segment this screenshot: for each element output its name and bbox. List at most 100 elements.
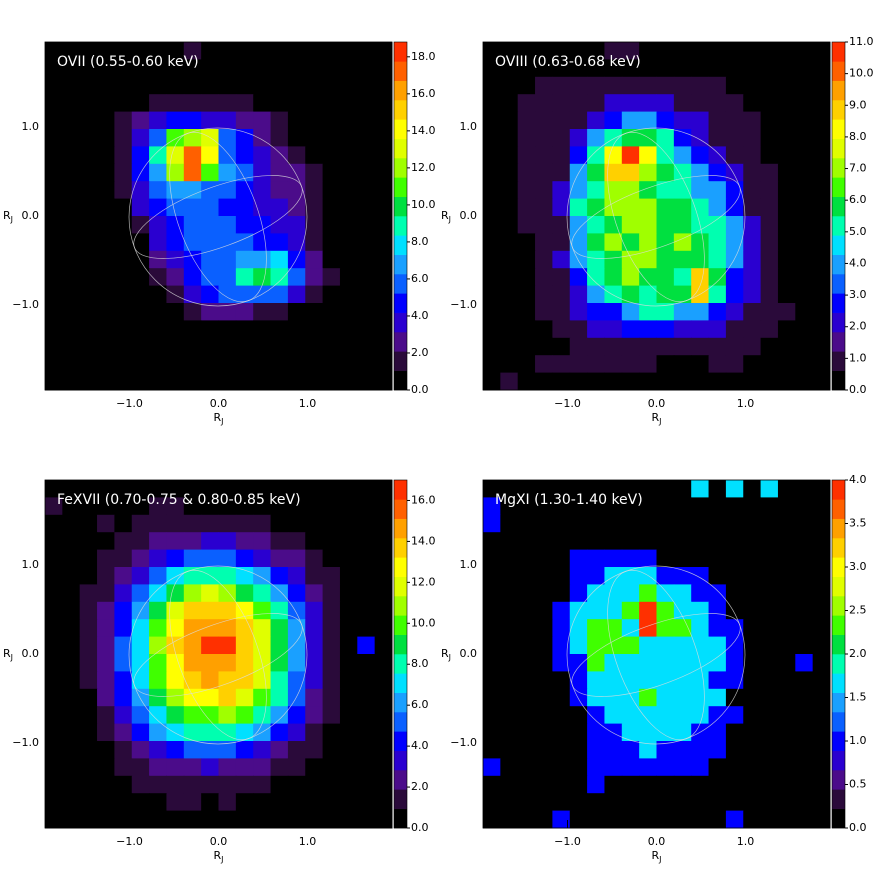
colorbar-band: [832, 119, 845, 139]
heatmap-cell: [357, 146, 376, 165]
heatmap-cell: [656, 775, 675, 794]
heatmap-cell: [305, 793, 324, 812]
heatmap-cell: [517, 216, 536, 234]
heatmap-cell: [149, 198, 167, 217]
heatmap-cell: [374, 810, 393, 829]
heatmap-cell: [322, 619, 341, 638]
heatmap-cell: [97, 303, 115, 321]
heatmap-cell: [743, 671, 762, 690]
heatmap-cell: [287, 59, 306, 78]
heatmap-cell: [691, 129, 710, 147]
heatmap-cell: [235, 198, 254, 217]
heatmap-cell: [322, 355, 341, 374]
heatmap-cell: [812, 706, 831, 725]
heatmap-cell: [201, 723, 219, 742]
heatmap-cell: [183, 549, 202, 568]
heatmap-cell: [305, 741, 324, 759]
heatmap-cell: [45, 129, 63, 147]
colorbar-tick-label: 3.0: [849, 288, 867, 301]
heatmap-cell: [166, 76, 185, 95]
heatmap-cell: [552, 372, 571, 391]
heatmap-cell: [374, 758, 393, 777]
x-tick-label: −1.0: [116, 835, 143, 848]
heatmap-cell: [45, 671, 63, 690]
heatmap-cell: [183, 76, 202, 95]
heatmap-cell: [673, 480, 692, 498]
heatmap-cell: [235, 303, 254, 321]
heatmap-cell: [795, 654, 814, 672]
heatmap-cell: [201, 654, 219, 672]
heatmap-cell: [795, 337, 814, 356]
heatmap-cell: [201, 584, 219, 603]
x-axis-label-sub: J: [658, 855, 661, 864]
heatmap-cell: [253, 337, 272, 356]
heatmap-cell: [777, 688, 796, 707]
heatmap-cell: [149, 181, 167, 200]
colorbar-band: [394, 770, 407, 790]
heatmap-cell: [552, 268, 571, 287]
heatmap-cell: [587, 741, 605, 759]
colorbar-tick-label: 16.0: [411, 493, 436, 506]
heatmap-cell: [305, 654, 324, 672]
heatmap-cell: [253, 671, 272, 690]
y-axis-label: RJ: [441, 209, 451, 224]
heatmap-cell: [500, 688, 519, 707]
heatmap-cell: [743, 654, 762, 672]
y-axis-label: RJ: [3, 209, 13, 224]
heatmap-cell: [79, 303, 98, 321]
heatmap-cell: [339, 303, 358, 321]
heatmap-cell: [270, 355, 289, 374]
heatmap-cell: [374, 250, 393, 269]
heatmap-cell: [79, 250, 98, 269]
heatmap-cell: [639, 549, 657, 568]
heatmap-cell: [166, 810, 185, 829]
heatmap-cell: [760, 741, 779, 759]
heatmap-cell: [62, 146, 81, 165]
heatmap-cell: [114, 741, 133, 759]
heatmap-cell: [552, 619, 571, 638]
heatmap-cell: [569, 619, 588, 638]
heatmap-cell: [812, 146, 831, 165]
heatmap-cell: [535, 216, 553, 234]
heatmap-cell: [604, 758, 623, 777]
heatmap-cell: [760, 372, 779, 391]
heatmap-cell: [812, 268, 831, 287]
heatmap-cell: [743, 497, 762, 516]
heatmap-cell: [708, 303, 727, 321]
heatmap-cell: [270, 810, 289, 829]
heatmap-cell: [656, 497, 675, 516]
heatmap-cell: [743, 514, 762, 533]
heatmap-cell: [339, 146, 358, 165]
heatmap-cell: [708, 76, 727, 95]
heatmap-cell: [253, 181, 272, 200]
heatmap-cell: [357, 706, 376, 725]
heatmap-cell: [552, 723, 571, 742]
heatmap-cell: [812, 216, 831, 234]
heatmap-cell: [569, 146, 588, 165]
heatmap-cell: [253, 372, 272, 391]
heatmap-cell: [656, 688, 675, 707]
heatmap-cell: [673, 337, 692, 356]
heatmap-cell: [760, 688, 779, 707]
heatmap-cell: [357, 94, 376, 113]
heatmap-cell: [166, 619, 185, 638]
heatmap-cell: [604, 793, 623, 812]
heatmap-cell: [639, 285, 657, 304]
colorbar-tick-label: 12.0: [411, 161, 436, 174]
y-axis-label: RJ: [3, 647, 13, 662]
heatmap-cell: [218, 688, 237, 707]
heatmap-cell: [743, 688, 762, 707]
heatmap-cell: [517, 163, 536, 182]
colorbar-tick-label: 10.0: [411, 198, 436, 211]
heatmap-cell: [253, 76, 272, 95]
heatmap-cell: [760, 233, 779, 252]
heatmap-cell: [357, 355, 376, 374]
heatmap-cell: [517, 303, 536, 321]
heatmap-cell: [760, 42, 779, 60]
colorbar-band: [394, 789, 407, 809]
heatmap-cell: [621, 59, 640, 78]
heatmap-cell: [62, 250, 81, 269]
heatmap-cell: [62, 497, 81, 516]
heatmap-cell: [79, 94, 98, 113]
heatmap-cell: [725, 94, 744, 113]
